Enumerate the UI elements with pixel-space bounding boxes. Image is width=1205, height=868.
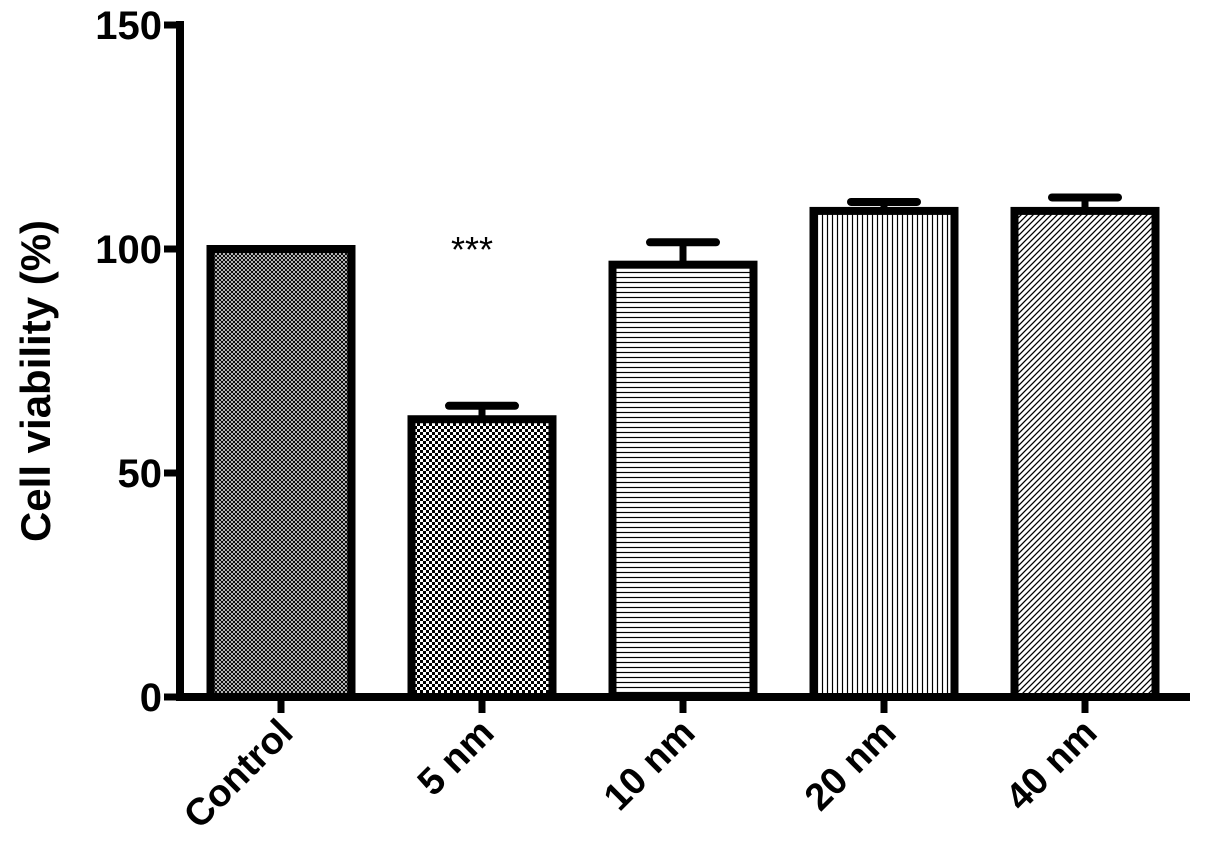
bar-control — [206, 245, 356, 701]
y-tick-label: 0 — [140, 676, 162, 720]
bar-5-nm — [407, 415, 557, 701]
y-tick-label: 150 — [95, 4, 162, 48]
y-axis-title: Cell viability (%) — [12, 220, 59, 542]
x-tick-label-5-nm: 5 nm — [410, 712, 502, 804]
y-tick-label: 50 — [118, 452, 163, 496]
x-tick-label-10-nm: 10 nm — [596, 712, 703, 819]
x-tick-label-control: Control — [176, 712, 301, 837]
y-tick-label: 100 — [95, 228, 162, 272]
x-tick-label-40-nm: 40 nm — [998, 712, 1105, 819]
bar-20-nm — [809, 206, 959, 701]
bar-10-nm — [608, 260, 758, 701]
x-tick-label-20-nm: 20 nm — [797, 712, 904, 819]
bars — [206, 193, 1160, 701]
significance-annotation: *** — [451, 229, 493, 270]
bar-40-nm — [1010, 206, 1160, 701]
